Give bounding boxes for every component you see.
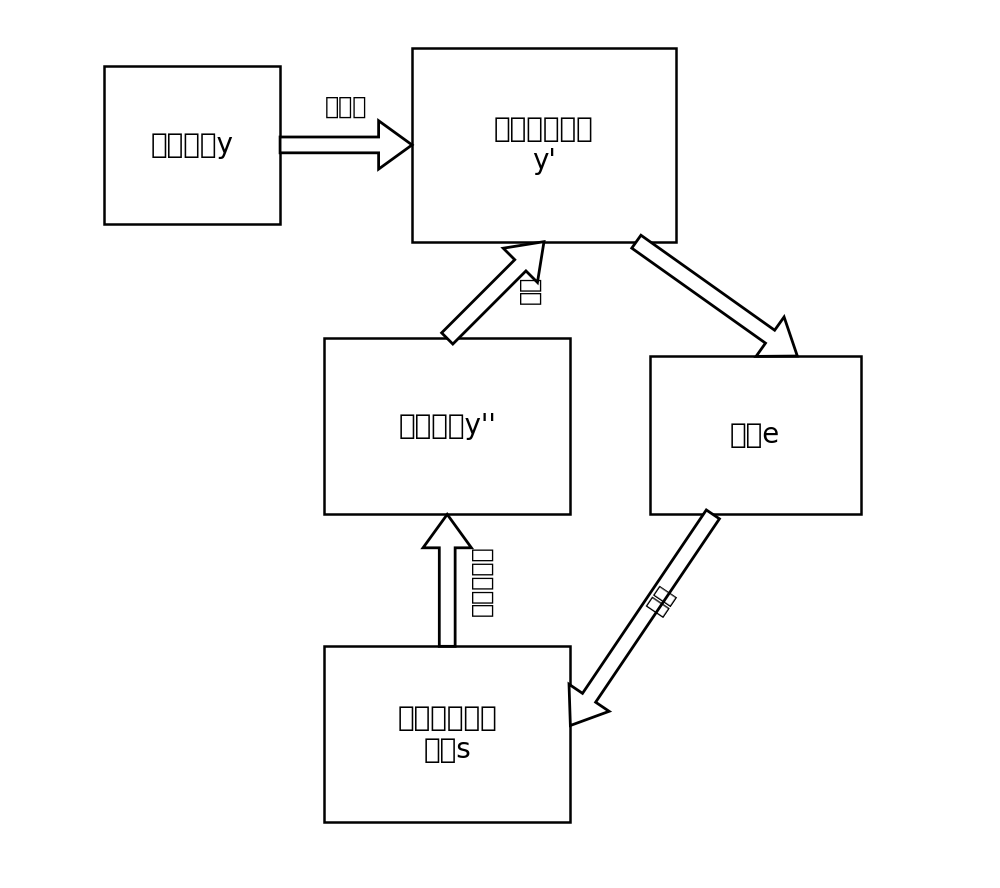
Bar: [324, 646, 570, 822]
Text: 误差e: 误差e: [730, 421, 780, 449]
Bar: [650, 356, 861, 514]
Bar: [412, 48, 676, 242]
FancyArrow shape: [632, 235, 797, 356]
Text: 估计的稀疏域
信号s: 估计的稀疏域 信号s: [397, 704, 497, 765]
FancyArrow shape: [569, 510, 719, 725]
Bar: [104, 66, 280, 224]
Text: 复原信号y'': 复原信号y'': [398, 412, 496, 440]
FancyArrow shape: [280, 121, 412, 169]
Bar: [324, 338, 570, 514]
FancyArrow shape: [423, 514, 471, 646]
FancyArrow shape: [442, 242, 544, 344]
Text: 原始信号y: 原始信号y: [151, 131, 234, 159]
Text: 欠采样: 欠采样: [325, 94, 367, 118]
Text: 反稀疏变换: 反稀疏变换: [469, 545, 493, 615]
Text: 信号采样结果
y': 信号采样结果 y': [494, 115, 594, 175]
Text: 比对: 比对: [518, 276, 542, 305]
Text: 修正: 修正: [641, 584, 677, 621]
